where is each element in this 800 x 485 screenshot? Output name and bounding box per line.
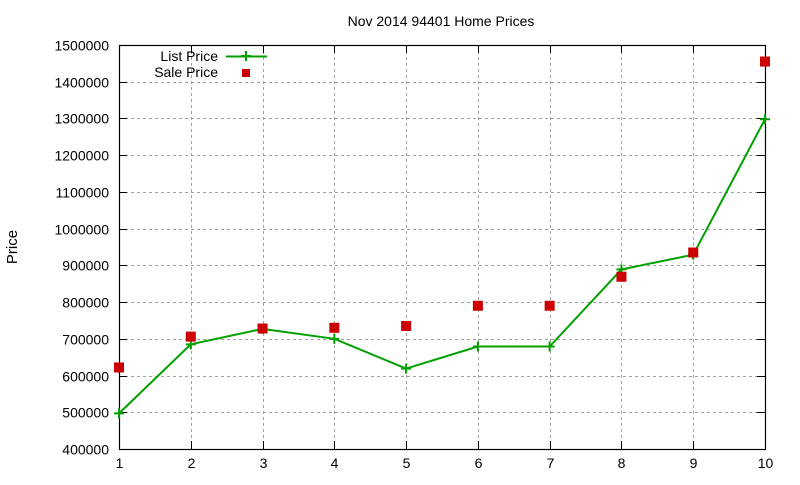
plus-marker-icon	[241, 51, 251, 61]
legend-item-sale-price: Sale Price	[154, 64, 250, 80]
square-marker	[257, 323, 268, 334]
y-tick-label: 1000000	[54, 222, 109, 238]
y-tick-label: 900000	[62, 258, 109, 274]
y-tick-label: 800000	[62, 295, 109, 311]
x-tick-label: 10	[758, 455, 774, 471]
y-tick-label: 1200000	[54, 148, 109, 164]
x-tick-label: 3	[260, 455, 268, 471]
legend-label: Sale Price	[154, 64, 218, 80]
square-marker	[760, 56, 770, 67]
square-marker	[329, 322, 340, 333]
x-tick-label: 5	[403, 455, 411, 471]
plus-marker	[329, 333, 340, 344]
y-tick-label: 600000	[62, 369, 109, 385]
grid-lines	[119, 45, 765, 449]
y-tick-label: 1300000	[54, 111, 109, 127]
x-tick-label: 7	[547, 455, 555, 471]
plus-marker	[544, 341, 555, 352]
plus-marker	[760, 114, 770, 125]
square-marker	[544, 300, 555, 311]
axes: 400000 500000 600000 700000 800000 900000 1000…	[54, 38, 773, 472]
legend-label: List Price	[160, 48, 218, 64]
series-sale-price	[114, 56, 770, 373]
square-marker-icon	[242, 69, 250, 77]
plus-marker	[401, 363, 412, 374]
plus-marker	[114, 408, 124, 419]
y-tick-label: 700000	[62, 332, 109, 348]
y-tick-label: 400000	[62, 442, 109, 458]
x-tick-label: 8	[618, 455, 626, 471]
y-tick-label: 1400000	[54, 75, 109, 91]
y-tick-label: 1500000	[54, 38, 109, 54]
square-marker	[688, 247, 699, 258]
series-line	[118, 118, 766, 415]
x-tick-label: 2	[188, 455, 196, 471]
square-marker	[114, 362, 124, 373]
legend-item-list-price: List Price	[160, 48, 267, 64]
x-tick-label: 1	[116, 455, 124, 471]
y-tick-label: 500000	[62, 405, 109, 421]
x-tick-label: 6	[475, 455, 483, 471]
series-list-price	[114, 114, 770, 419]
square-marker	[616, 271, 627, 282]
plus-marker	[472, 341, 483, 352]
chart-title: Nov 2014 94401 Home Prices	[348, 13, 535, 29]
square-marker	[401, 320, 412, 331]
x-tick-label: 4	[331, 455, 339, 471]
square-marker	[472, 300, 483, 311]
x-tick-label: 9	[690, 455, 698, 471]
y-axis-label: Price	[4, 230, 21, 264]
series	[114, 56, 770, 419]
square-marker	[185, 331, 196, 342]
plot-border	[118, 44, 767, 451]
y-tick-label: 1100000	[56, 185, 110, 201]
